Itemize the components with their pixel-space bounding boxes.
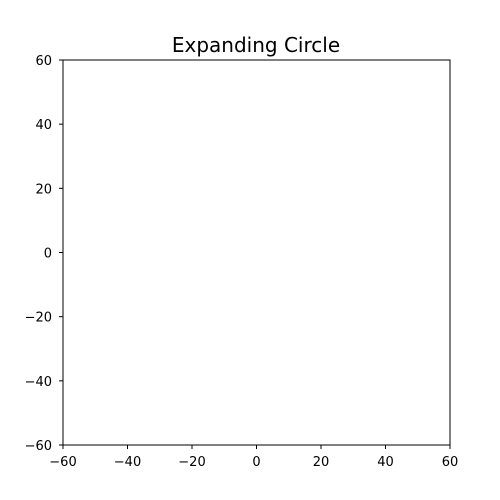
chart-title: Expanding Circle xyxy=(172,33,340,57)
y-tick-label: 60 xyxy=(35,54,52,69)
x-tick-label: −60 xyxy=(49,455,76,470)
y-tick-label: −60 xyxy=(25,439,52,454)
plot-frame xyxy=(62,59,451,446)
x-tick-label: −20 xyxy=(178,455,205,470)
y-tick-label: 40 xyxy=(35,118,52,133)
y-tick-label: −20 xyxy=(25,311,52,326)
y-tick-label: 20 xyxy=(35,182,52,197)
y-axis-ticks: −60 −40 −20 0 20 40 60 xyxy=(25,54,63,454)
plot-area xyxy=(63,60,450,445)
x-tick-label: 40 xyxy=(377,455,394,470)
x-tick-label: 0 xyxy=(252,455,260,470)
x-tick-label: 60 xyxy=(442,455,459,470)
y-tick-label: −40 xyxy=(25,375,52,390)
x-tick-label: 20 xyxy=(313,455,330,470)
y-tick-label: 0 xyxy=(44,247,52,262)
x-tick-label: −40 xyxy=(114,455,141,470)
x-axis-ticks: −60 −40 −20 0 20 40 60 xyxy=(49,445,458,470)
